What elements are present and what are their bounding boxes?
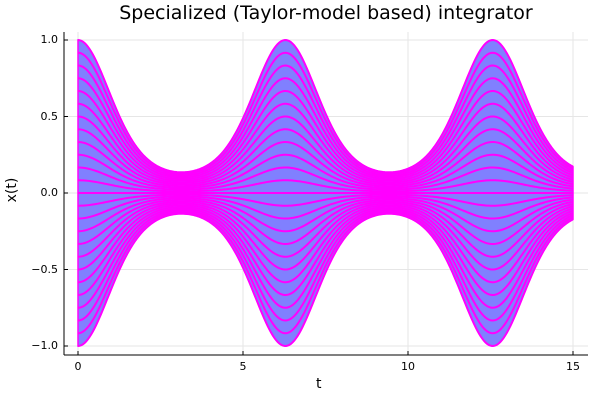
x-axis-label: t: [316, 376, 322, 392]
y-tick-label: 0.5: [40, 109, 59, 123]
x-tick-label: 0: [74, 360, 82, 373]
axes: [63, 32, 588, 356]
x-tick-label: 5: [239, 360, 247, 373]
y-tick-label: 0.0: [40, 186, 59, 199]
y-tick-label: −0.5: [31, 262, 58, 276]
y-tick-label: −1.0: [31, 339, 58, 352]
chart-title: Specialized (Taylor-model based) integra…: [119, 2, 533, 24]
x-tick-label: 15: [566, 360, 580, 373]
y-tick-label: 1.0: [40, 33, 59, 46]
x-tick-label: 10: [401, 360, 415, 373]
trajectory-lines: [77, 39, 574, 347]
